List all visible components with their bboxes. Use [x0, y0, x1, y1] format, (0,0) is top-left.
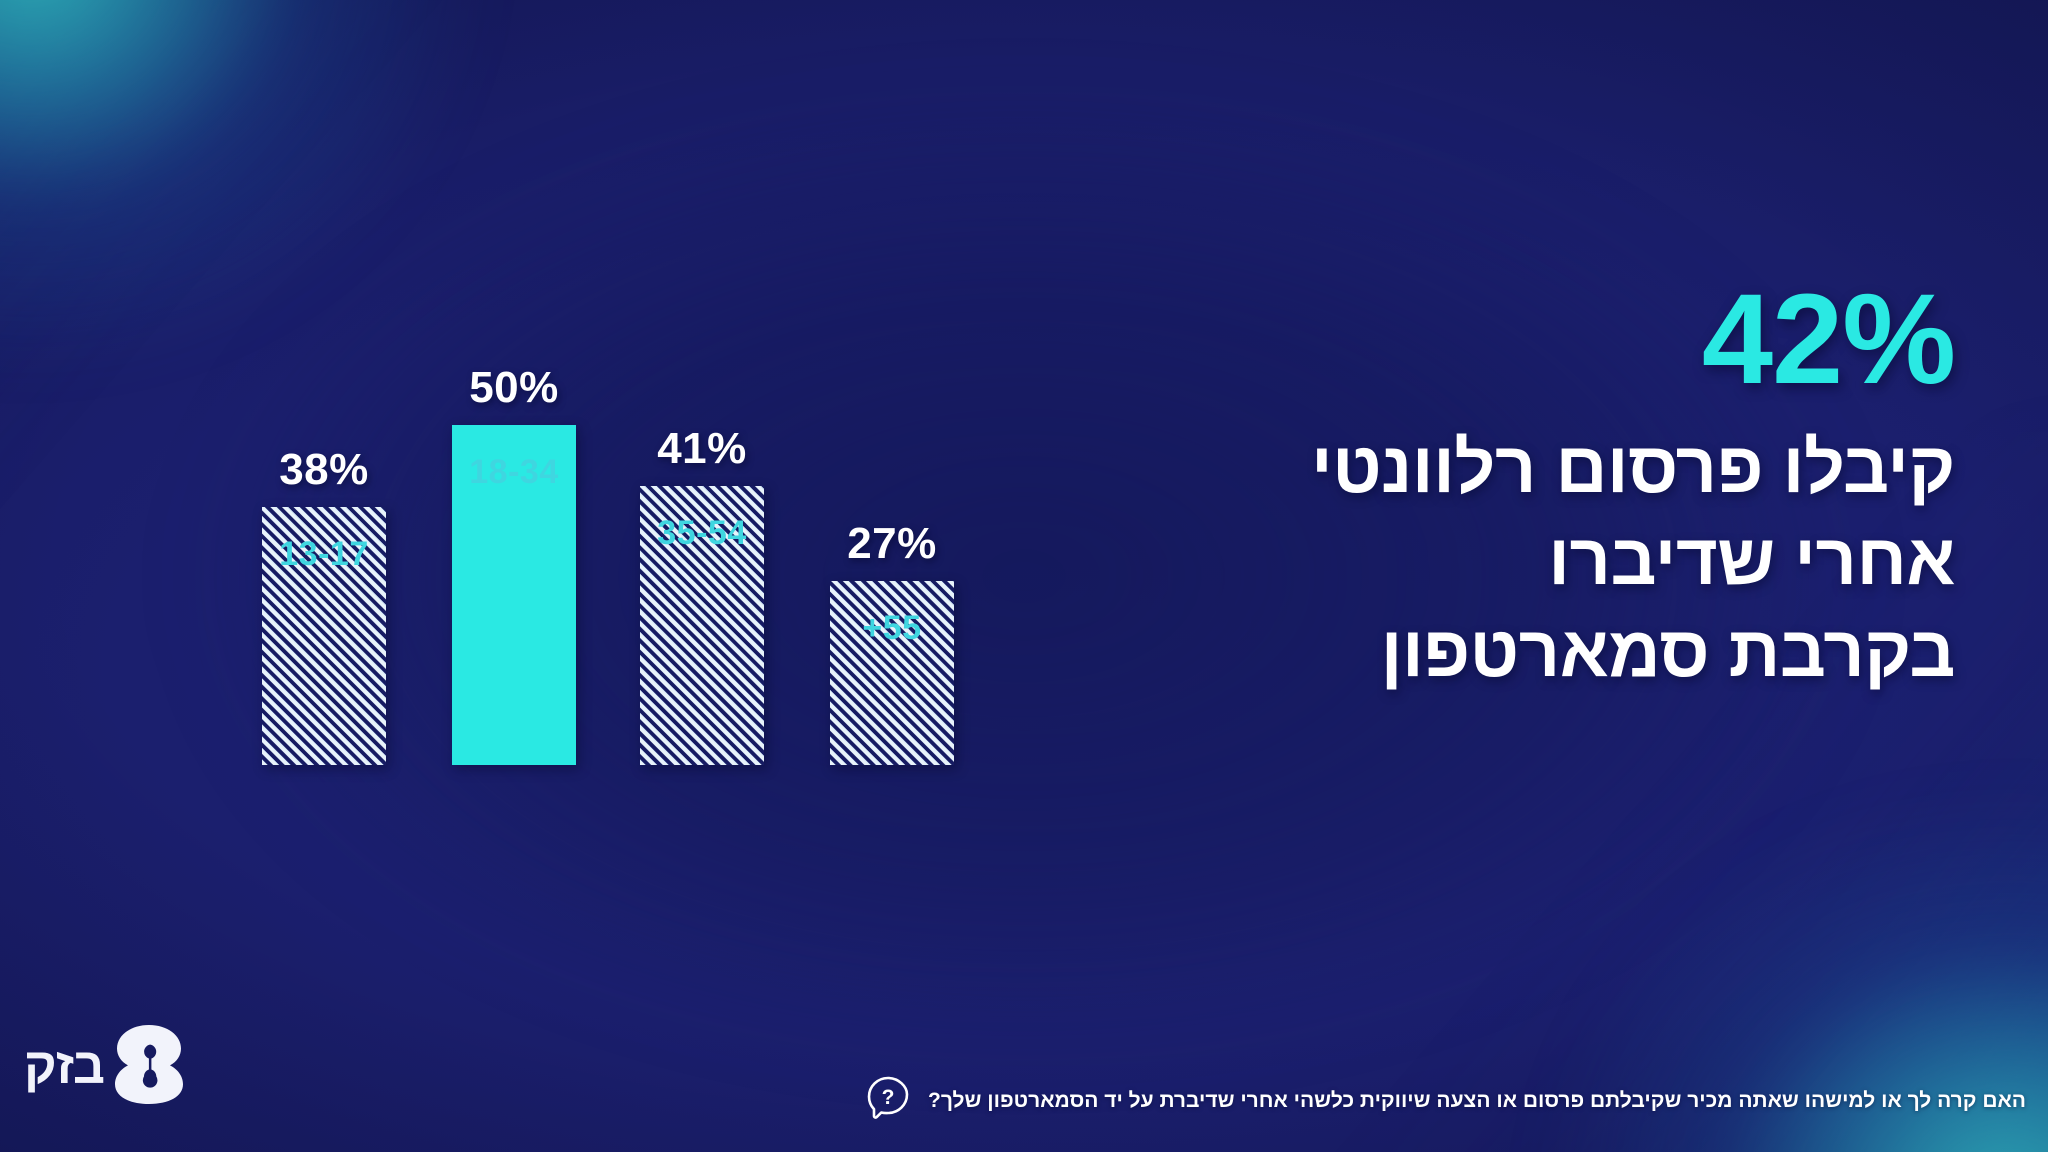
bar — [640, 486, 764, 765]
headline-line-3: בקרבת סמארטפון — [1380, 612, 1956, 693]
bar-chart: 38% 13-17 50% 18-34 41% 35-54 27% +55 — [262, 363, 954, 765]
headline-stat: 42% — [1701, 268, 1956, 411]
bar-category-label: +55 — [862, 609, 922, 647]
logo-wordmark: בזק — [24, 1037, 105, 1094]
footer-question-text: האם קרה לך או למישהו שאתה מכיר שקיבלתם פ… — [928, 1088, 2026, 1112]
bar-group-13-17: 38% 13-17 — [262, 445, 386, 765]
headline-line-2: אחרי שדיברו — [1548, 520, 1955, 601]
bar — [262, 507, 386, 765]
bar-category-label: 18-34 — [469, 453, 559, 491]
bar-group-35-54: 41% 35-54 — [640, 424, 764, 765]
headline-line-1: קיבלו פרסום רלוונטי — [1311, 428, 1955, 508]
bezeq-infinity-mark-icon — [110, 1023, 188, 1110]
bar-highlighted — [452, 425, 576, 765]
question-bubble-icon[interactable]: ? — [866, 1075, 910, 1126]
bar-category-label: 35-54 — [657, 514, 747, 552]
bezeq-logo: בזק — [24, 1023, 188, 1110]
bar-value-label: 27% — [847, 519, 937, 568]
bar-category-label: 13-17 — [279, 535, 369, 573]
bar-value-label: 50% — [469, 363, 559, 412]
bar-group-18-34: 50% 18-34 — [452, 363, 576, 765]
svg-text:?: ? — [882, 1086, 895, 1109]
background-topleft-glow-core — [0, 0, 500, 370]
bar-value-label: 41% — [657, 424, 747, 473]
bar — [830, 581, 954, 765]
background-bottomright-glow-core — [1538, 792, 2048, 1152]
footer-bar: האם קרה לך או למישהו שאתה מכיר שקיבלתם פ… — [866, 1075, 2026, 1126]
callout-block: 42% קיבלו פרסום רלוונטי אחרי שדיברו בקרב… — [1055, 268, 1956, 698]
bar-value-label: 38% — [279, 445, 369, 494]
bar-group-+55: 27% +55 — [830, 519, 954, 765]
